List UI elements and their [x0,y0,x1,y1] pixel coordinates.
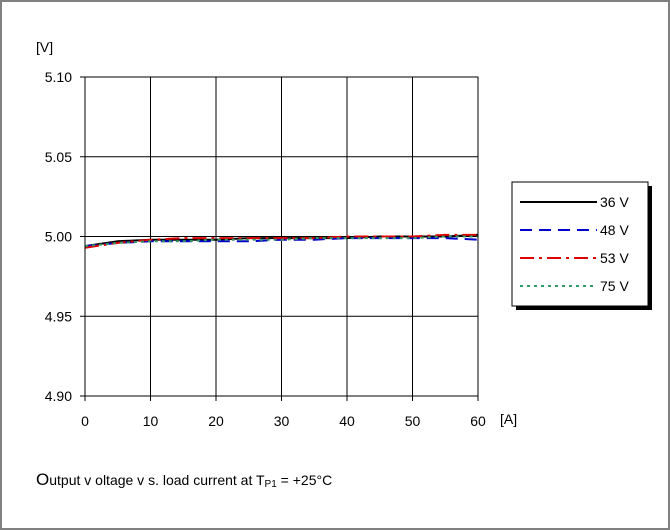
caption-tail: = +25°C [276,472,333,488]
series-line-4 [84,235,478,248]
y-tick-label: 5.05 [45,149,72,165]
x-tick-label: 10 [143,413,159,429]
y-tick-label: 5.00 [45,229,72,245]
legend-label-3: 53 V [600,250,629,266]
y-tick-label: 4.95 [45,308,72,324]
legend-label-2: 48 V [600,222,629,238]
y-tick-label: 4.90 [45,388,72,404]
series-line-3 [84,233,478,249]
x-tick-label: 30 [274,413,290,429]
legend-label-4: 75 V [600,278,629,294]
x-axis-unit: [A] [500,411,517,427]
plot-area [84,76,479,397]
tick-labels: 0 10 20 30 40 50 60 5.10 5.05 5.00 4.95 4.90 [45,69,486,429]
caption-lead: O [36,470,50,489]
caption-text: utput v oltage v s. load current at T [49,472,265,488]
x-tick-label: 50 [405,413,421,429]
x-tick-label: 40 [339,413,355,429]
y-axis-unit: [V] [36,39,53,55]
legend-label-1: 36 V [600,194,629,210]
legend: 36 V 48 V 53 V 75 V [511,181,652,310]
caption-subscript: P1 [264,479,277,490]
y-tick-label: 5.10 [45,69,72,85]
chart-caption: Output v oltage v s. load current at TP1… [36,470,332,490]
x-tick-label: 60 [470,413,486,429]
x-tick-label: 0 [81,413,89,429]
x-tick-label: 20 [208,413,224,429]
series-lines [84,233,479,249]
